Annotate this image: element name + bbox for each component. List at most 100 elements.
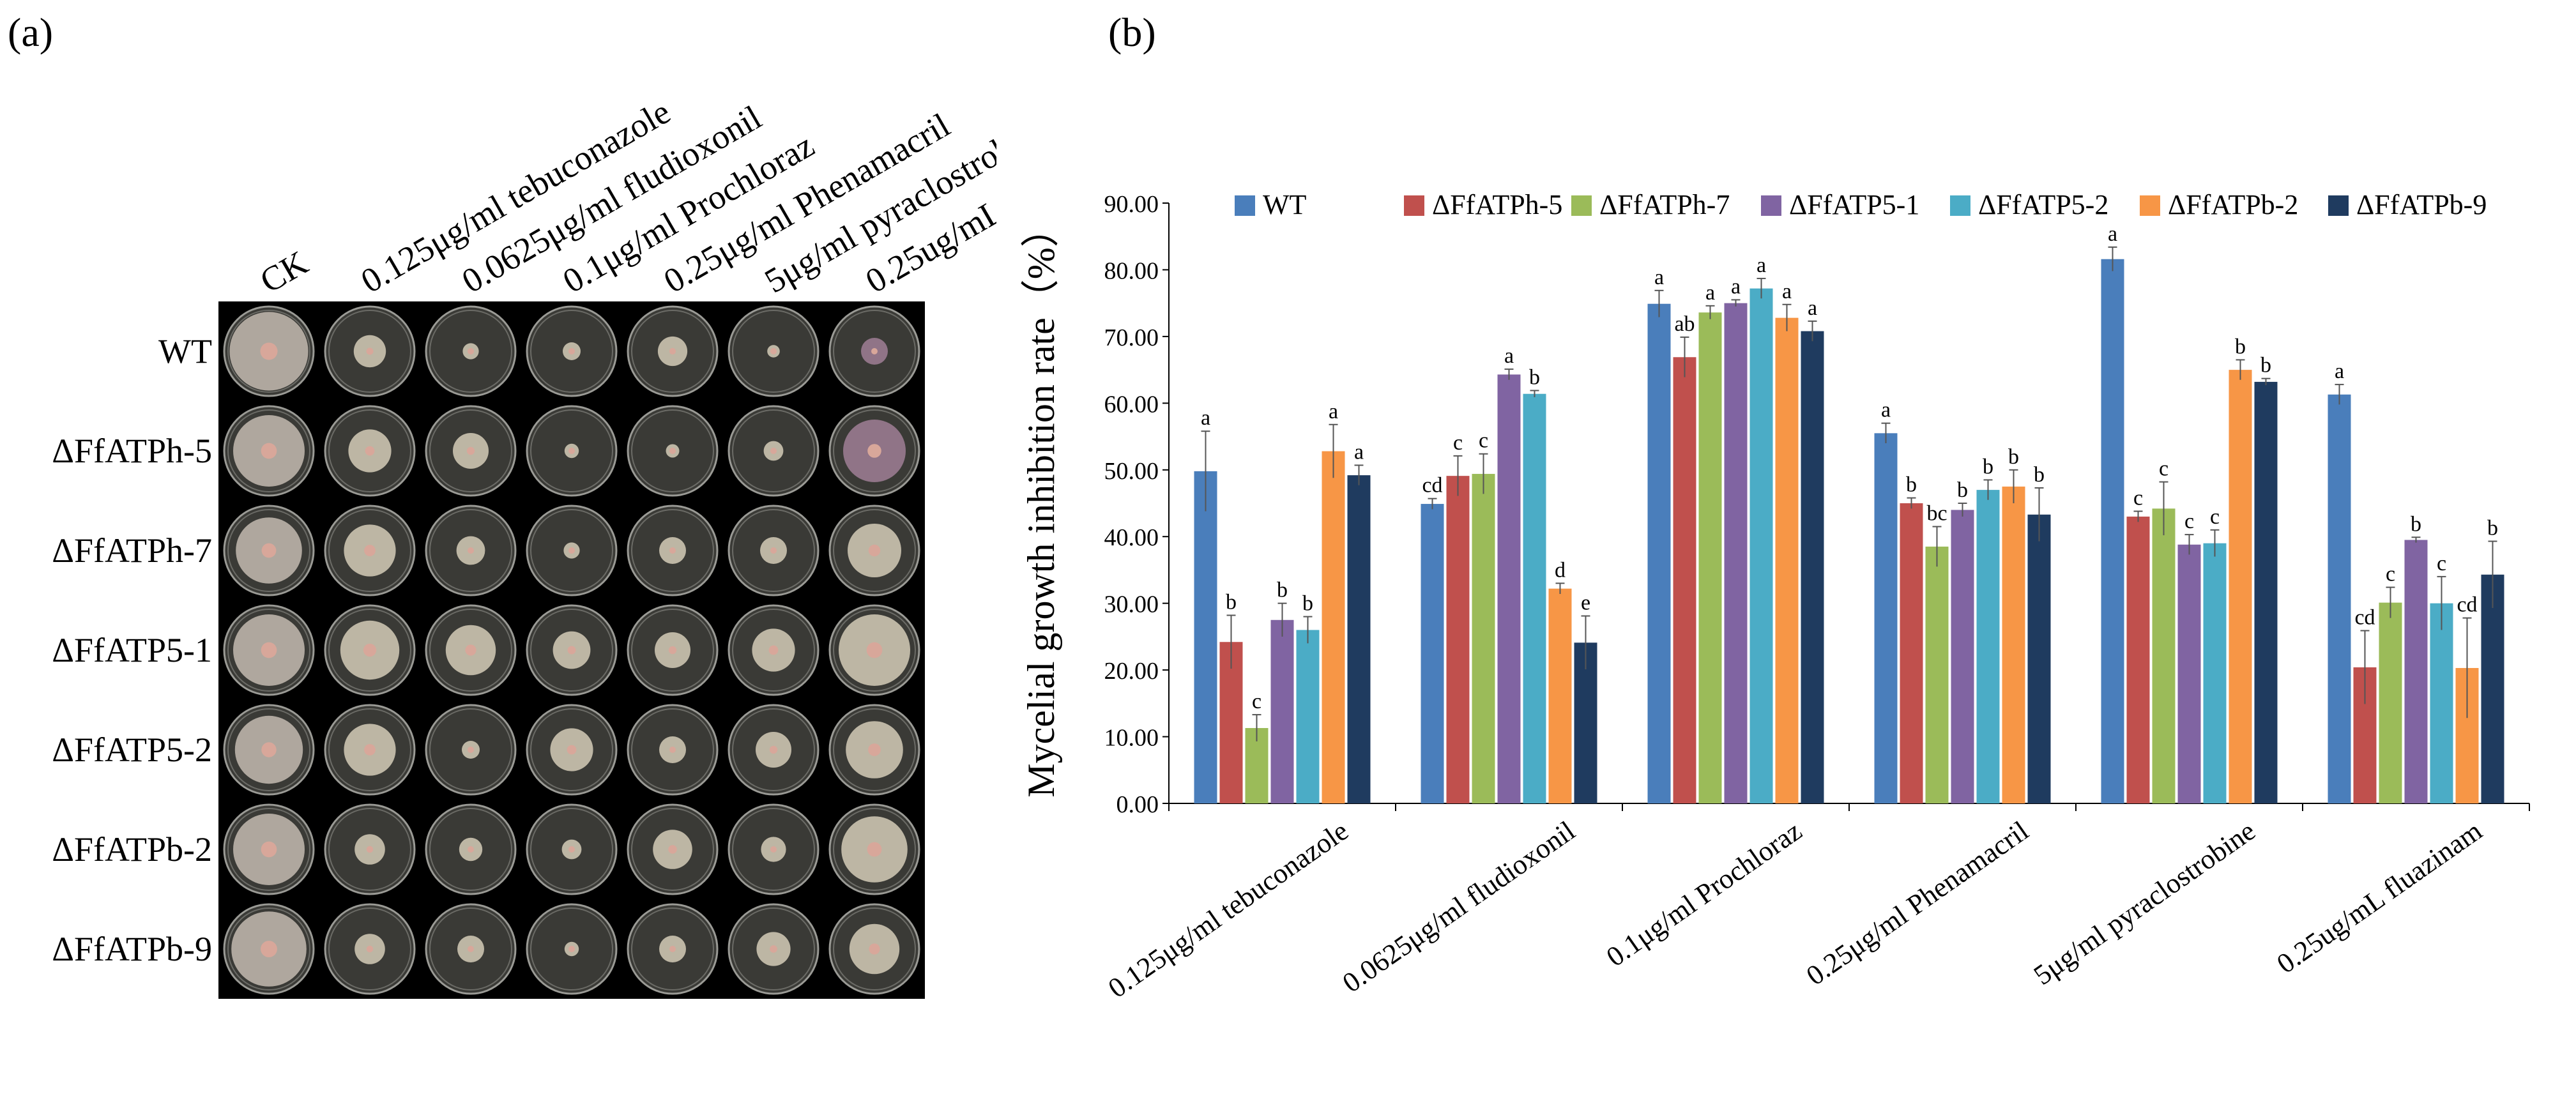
colony-center — [568, 946, 575, 952]
legend-swatch — [1761, 195, 1781, 216]
petri-dish-rim — [227, 310, 310, 393]
significance-letter: c — [2184, 510, 2194, 533]
bar — [2002, 486, 2025, 803]
significance-letter: e — [1581, 591, 1590, 615]
petri-dish-rim — [631, 808, 714, 891]
significance-letter: b — [2235, 335, 2246, 358]
legend-label: ΔFfATPb-9 — [2356, 189, 2487, 220]
petri-dish-rim — [732, 310, 815, 393]
colony-center — [468, 348, 474, 354]
colony-center — [468, 747, 474, 753]
bar — [2328, 394, 2351, 803]
petri-dish-rim — [429, 609, 512, 692]
legend-label: ΔFfATPh-5 — [1432, 189, 1562, 220]
colony-center — [261, 543, 277, 558]
colony-center — [669, 448, 676, 454]
y-tick-label: 50.00 — [1104, 458, 1159, 485]
petri-dish-rim — [328, 409, 411, 492]
petri-dish-rim — [429, 907, 512, 991]
colony-center — [669, 747, 676, 753]
y-tick-label: 60.00 — [1104, 391, 1159, 418]
colony-center — [465, 644, 476, 656]
colony-center — [261, 941, 277, 957]
significance-letter: b — [1906, 473, 1917, 497]
colony-center — [669, 547, 676, 554]
petri-dish-rim — [227, 409, 310, 492]
x-category-label: 0.25ug/mL fluazinam — [2271, 815, 2488, 980]
significance-letter: ab — [1674, 312, 1695, 336]
significance-letter: b — [2411, 512, 2421, 536]
bar — [2027, 514, 2051, 803]
colony-center — [468, 547, 474, 554]
legend-swatch — [1404, 195, 1424, 216]
petri-dish-rim — [328, 310, 411, 393]
petri-dish-rim — [833, 708, 916, 791]
petri-dish-rim — [227, 609, 310, 692]
significance-letter: cd — [2354, 605, 2375, 629]
significance-letter: b — [2034, 463, 2045, 487]
colony-center — [669, 946, 676, 952]
significance-letter: a — [1881, 399, 1891, 422]
bar — [1673, 357, 1696, 803]
petri-dish-rim — [732, 509, 815, 592]
petri-dish-rim — [429, 808, 512, 891]
significance-letter: b — [2260, 354, 2271, 377]
bar — [1296, 630, 1320, 803]
petri-dish-rim — [328, 907, 411, 991]
colony-center — [363, 643, 377, 657]
colony-center — [468, 946, 474, 952]
significance-letter: b — [2008, 445, 2019, 469]
petri-dish-rim — [227, 509, 310, 592]
y-tick-label: 30.00 — [1104, 591, 1159, 618]
colony-center — [868, 743, 881, 756]
petri-dish-rim — [328, 609, 411, 692]
colony-center — [260, 342, 278, 360]
petri-dish-rim — [530, 310, 613, 393]
petri-dish-rim — [530, 409, 613, 492]
petri-dish-rim — [530, 808, 613, 891]
colony-center — [769, 745, 778, 754]
significance-letter: c — [1453, 431, 1463, 455]
bar — [1548, 588, 1572, 803]
row-label: ΔFfATPb-2 — [52, 830, 212, 869]
y-tick-label: 10.00 — [1104, 725, 1159, 752]
colony-center — [261, 841, 277, 858]
colony-center — [364, 545, 376, 556]
significance-letter: b — [1983, 455, 1993, 478]
colony-center — [770, 348, 777, 354]
petri-dish-rim — [328, 509, 411, 592]
inhibition-rate-chart-panel: Mycelial growth inhibition rate（%） 0.00 10… — [996, 0, 2576, 1101]
significance-letter: b — [1529, 365, 1540, 389]
colony-center — [668, 646, 677, 655]
bar — [2126, 516, 2150, 803]
bar — [1523, 393, 1546, 803]
significance-letter: c — [1479, 429, 1488, 453]
bar — [1874, 433, 1898, 803]
significance-letter: b — [2487, 517, 2498, 540]
petri-dish-rim — [833, 310, 916, 393]
y-tick-label: 40.00 — [1104, 524, 1159, 551]
row-label: ΔFfATP5-2 — [52, 731, 212, 769]
colony-center — [261, 443, 277, 459]
x-category-label: 5μg/ml pyraclostrobine — [2028, 815, 2261, 991]
significance-letter: c — [2386, 563, 2395, 586]
colony-center — [366, 347, 374, 355]
petri-dish-rim — [429, 509, 512, 592]
significance-letter: a — [2335, 360, 2344, 383]
colony-center — [568, 547, 575, 554]
petri-dish-rim — [530, 609, 613, 692]
colony-center — [261, 742, 277, 757]
significance-letter: a — [1808, 296, 1817, 320]
petri-dish-rim — [530, 509, 613, 592]
petri-dish-rim — [631, 509, 714, 592]
legend-label: ΔFfATP5-2 — [1978, 189, 2108, 220]
petri-dish-rim — [429, 708, 512, 791]
bar — [1219, 642, 1243, 803]
significance-letter: bc — [1926, 502, 1947, 526]
bar — [1647, 303, 1671, 803]
bar — [2379, 602, 2402, 803]
row-label: ΔFfATPh-7 — [52, 531, 212, 570]
petri-dish-rim — [732, 609, 815, 692]
petri-dish-rim — [833, 808, 916, 891]
